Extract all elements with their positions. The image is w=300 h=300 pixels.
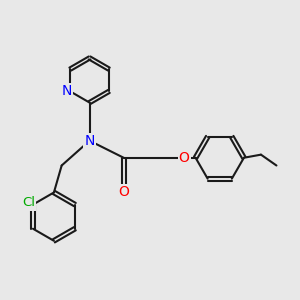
Text: N: N bbox=[84, 134, 95, 148]
Text: O: O bbox=[118, 185, 129, 199]
Text: N: N bbox=[62, 84, 72, 98]
Text: Cl: Cl bbox=[22, 196, 35, 209]
Text: O: O bbox=[179, 151, 190, 165]
